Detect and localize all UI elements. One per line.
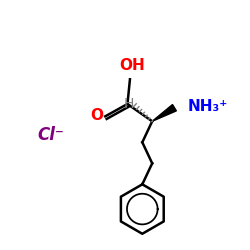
Text: H: H	[124, 97, 134, 111]
Text: OH: OH	[120, 58, 145, 73]
Text: Cl⁻: Cl⁻	[38, 126, 64, 144]
Polygon shape	[152, 104, 176, 121]
Text: NH₃⁺: NH₃⁺	[188, 99, 228, 114]
Text: O: O	[90, 108, 103, 122]
